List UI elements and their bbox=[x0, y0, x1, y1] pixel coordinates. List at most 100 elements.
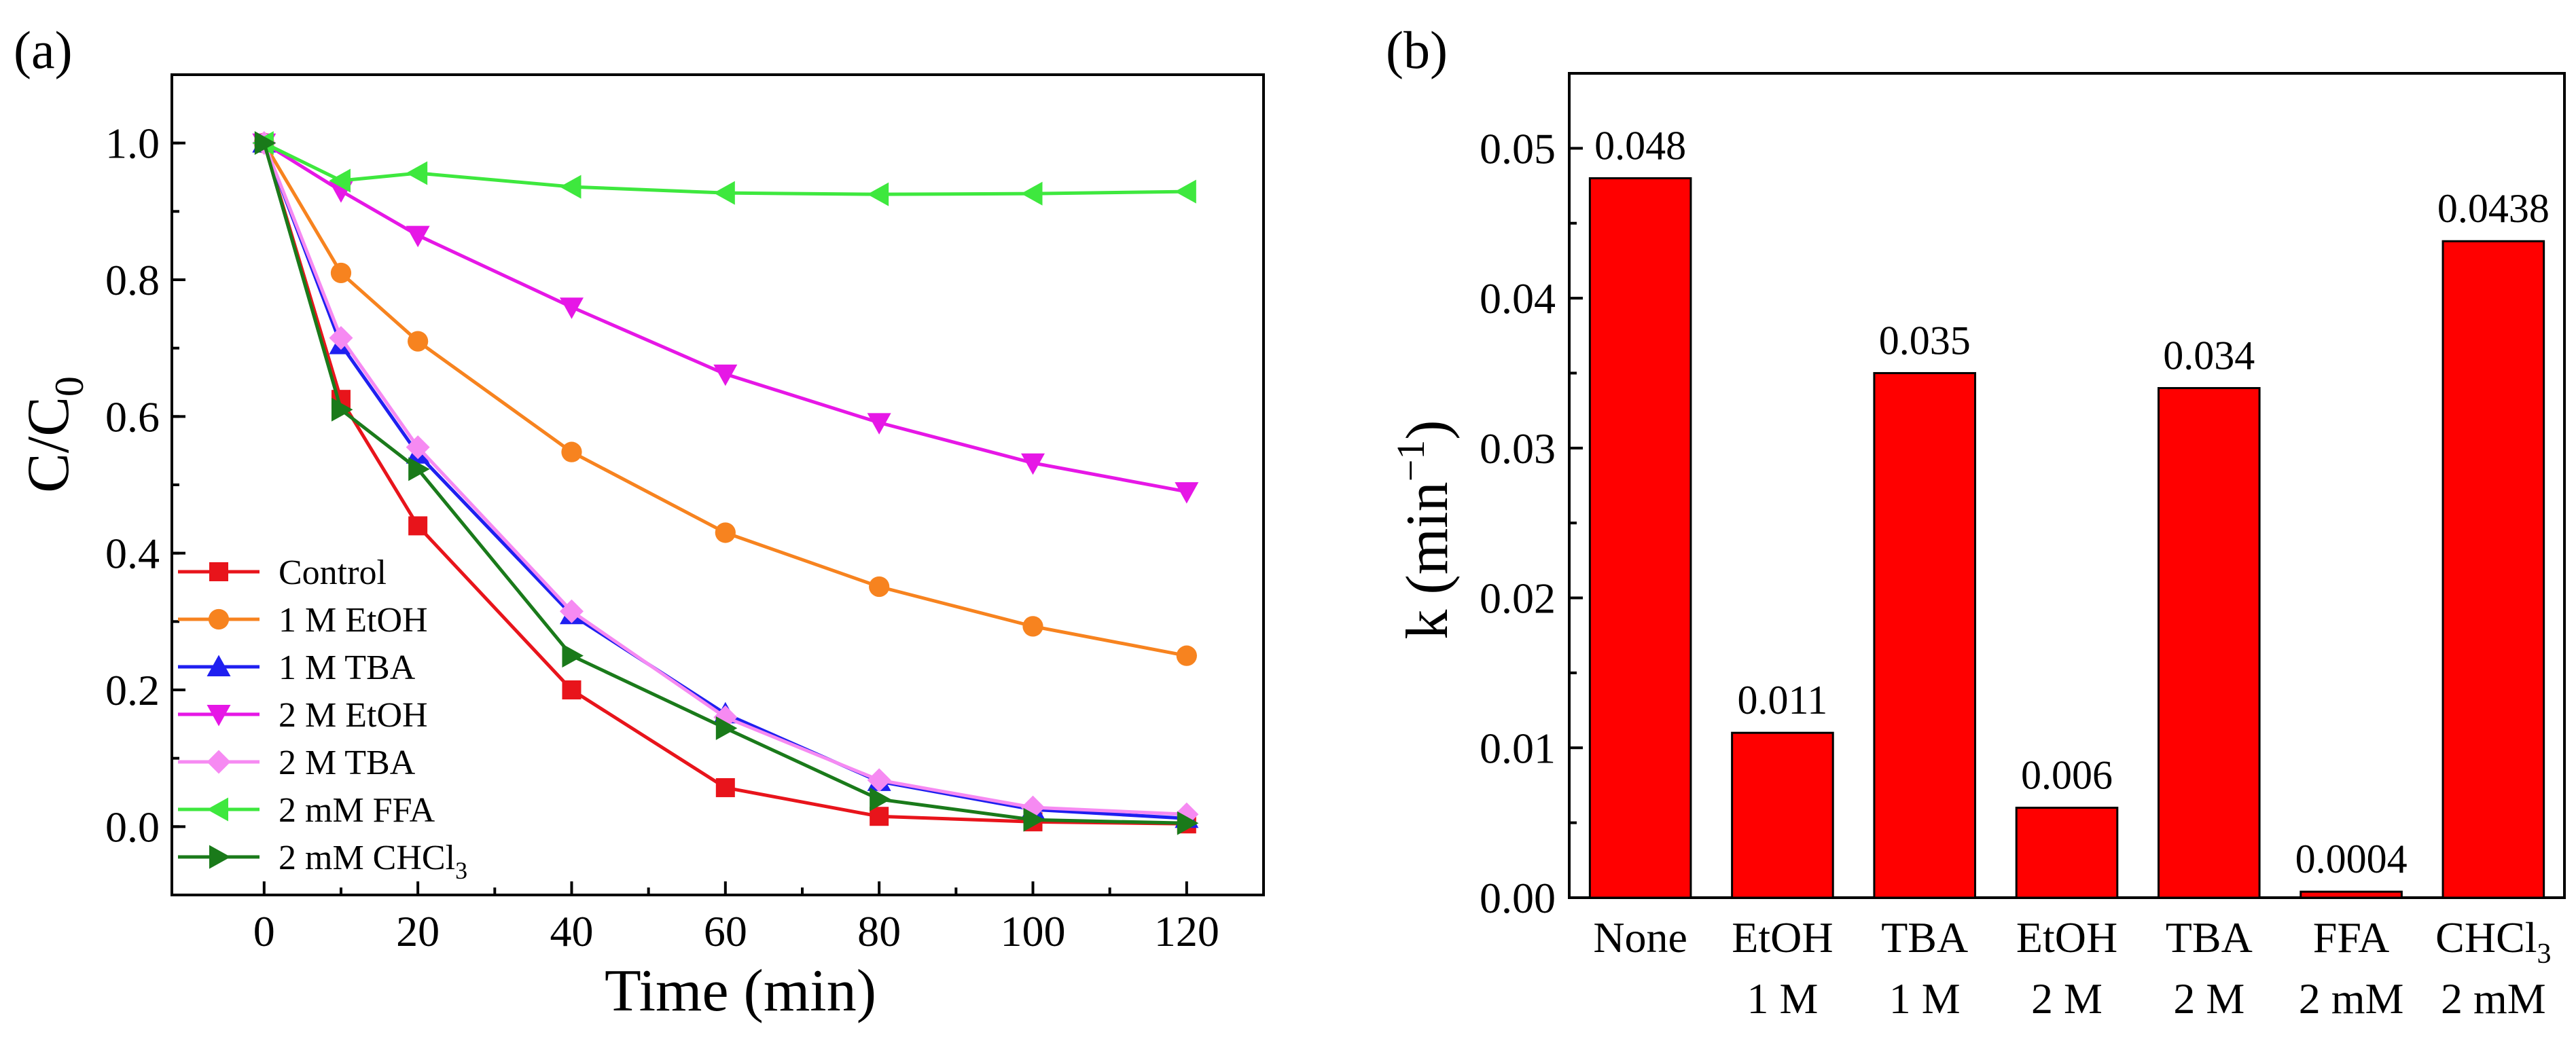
legend-label-text: 2 M TBA bbox=[279, 744, 416, 782]
series-3-point bbox=[713, 364, 738, 386]
series-1-point bbox=[869, 576, 890, 598]
series-5-point bbox=[559, 175, 582, 199]
panel-b-y-tick-label: 0.04 bbox=[1480, 274, 1556, 323]
series-6-point bbox=[1177, 811, 1199, 835]
series-5-point bbox=[329, 168, 351, 193]
bar-value-label-4: 0.034 bbox=[2163, 333, 2255, 378]
series-6-point bbox=[408, 457, 430, 481]
x-category-label-3: EtOH bbox=[2016, 913, 2117, 962]
panel-a-x-tick-label: 0 bbox=[253, 907, 275, 955]
panel-a-y-tick-label: 0.0 bbox=[105, 803, 160, 851]
legend-marker-2 bbox=[207, 655, 231, 676]
series-1-point bbox=[715, 522, 736, 543]
x-category-sublabel-3: 2 M bbox=[2031, 974, 2103, 1023]
panel-a-x-axis-title: Time (min) bbox=[605, 958, 876, 1024]
x-category-label-text: EtOH bbox=[2016, 913, 2117, 962]
legend-label-text: 2 M EtOH bbox=[279, 696, 428, 735]
series-5-point bbox=[1175, 179, 1196, 204]
bar-value-label-3: 0.006 bbox=[2021, 753, 2113, 798]
panel-b-y-tick-label: 0.03 bbox=[1480, 424, 1556, 473]
panel-a-x-tick-label: 80 bbox=[857, 907, 901, 955]
panel-a-x-tick-label: 100 bbox=[1000, 907, 1065, 955]
series-4-point bbox=[406, 435, 430, 460]
bar-value-label-2: 0.035 bbox=[1879, 318, 1971, 363]
series-1-point bbox=[561, 441, 582, 462]
series-0-point bbox=[715, 777, 735, 797]
series-6-point bbox=[562, 644, 584, 668]
bar-6 bbox=[2441, 240, 2545, 899]
series-3-point bbox=[867, 413, 891, 435]
panel-b-y-tick-label: 0.01 bbox=[1480, 724, 1556, 772]
bar-5 bbox=[2300, 890, 2403, 899]
panel-a-x-tick-label: 20 bbox=[396, 907, 440, 955]
legend-label-text: 1 M EtOH bbox=[279, 601, 428, 640]
legend-label-text: 2 mM FFA bbox=[279, 791, 435, 830]
legend-label-0: Control bbox=[279, 553, 387, 592]
series-0-point bbox=[562, 680, 582, 699]
series-6-point bbox=[1023, 807, 1045, 832]
panel-a-series bbox=[252, 131, 1199, 835]
legend-label-1: 1 M EtOH bbox=[279, 601, 428, 640]
panel-a-y-tick-label: 0.2 bbox=[105, 666, 160, 714]
x-category-sublabel-5: 2 mM bbox=[2299, 974, 2404, 1023]
series-4-point bbox=[559, 599, 584, 623]
x-category-label-0: None bbox=[1593, 913, 1687, 962]
series-1-point bbox=[408, 331, 429, 352]
bar-1 bbox=[1731, 731, 1834, 899]
legend-label-4: 2 M TBA bbox=[279, 744, 416, 782]
panel-a-y-tick-label: 0.8 bbox=[105, 256, 160, 304]
panel-b-y-tick-label: 0.02 bbox=[1480, 574, 1556, 623]
panel-b-y-axis-title-main: k (min bbox=[1395, 481, 1461, 639]
x-category-sublabel-1: 1 M bbox=[1747, 974, 1818, 1023]
x-category-label-6: CHCl3 bbox=[2435, 913, 2551, 970]
panel-a-x-tick-label: 40 bbox=[550, 907, 593, 955]
series-line-1 bbox=[262, 142, 1187, 658]
legend-label-3: 2 M EtOH bbox=[279, 696, 428, 735]
series-6-point bbox=[870, 787, 891, 811]
bar-2 bbox=[1873, 371, 1977, 899]
bar-value-label-5: 0.0004 bbox=[2295, 837, 2408, 881]
series-3-point bbox=[1175, 482, 1199, 504]
series-5-point bbox=[1020, 181, 1043, 206]
panel-a-axes: 0 20 40 60 80 100 120 0.0 0.2 0.4 0.6 0.8 1.0 bbox=[105, 73, 1265, 955]
panel-b: (b) 0.000.010.020.030.040.05 0.048None0.… bbox=[1386, 20, 2566, 1023]
x-category-sublabel-2: 1 M bbox=[1889, 974, 1961, 1023]
series-line-6 bbox=[262, 142, 1187, 825]
x-category-label-text: None bbox=[1593, 913, 1687, 962]
bar-value-label-0: 0.048 bbox=[1594, 124, 1686, 168]
panel-b-y-tick-label: 0.00 bbox=[1480, 874, 1556, 922]
panel-a: (a) 0 20 40 60 80 100 120 0.0 0.2 0.4 0.6 0.8 1.0 Co… bbox=[14, 20, 1265, 1024]
panel-a-x-tick-label: 60 bbox=[704, 907, 747, 955]
panel-b-bars: 0.048 None 0.011 EtOH 1 M 0.035 TBA 1 M 0.006 EtO… bbox=[1588, 124, 2552, 1023]
series-6-point bbox=[254, 131, 276, 155]
panel-a-y-axis-title-main: C/C bbox=[16, 397, 82, 493]
x-category-label-subscript: 3 bbox=[2537, 938, 2552, 970]
series-0-point bbox=[408, 516, 428, 536]
series-line-3 bbox=[263, 141, 1187, 494]
panel-b-y-axis-title-end: ) bbox=[1395, 420, 1461, 439]
series-3-point bbox=[559, 297, 584, 319]
panel-a-y-tick-label: 0.4 bbox=[105, 530, 160, 578]
legend-marker-4 bbox=[207, 750, 231, 774]
bar-value-label-1: 0.011 bbox=[1738, 678, 1828, 722]
series-6-point bbox=[331, 397, 353, 422]
legend-label-text: Control bbox=[279, 553, 387, 592]
legend-marker-1 bbox=[208, 608, 230, 630]
x-category-label-4: TBA bbox=[2166, 913, 2253, 962]
panel-a-y-tick-label: 1.0 bbox=[105, 120, 160, 168]
bar-4 bbox=[2157, 387, 2261, 899]
x-category-label-text: FFA bbox=[2313, 913, 2390, 962]
series-line-4 bbox=[262, 142, 1187, 816]
legend-marker-6 bbox=[209, 845, 231, 869]
panel-b-y-tick-label: 0.05 bbox=[1480, 124, 1556, 172]
series-5-point bbox=[406, 161, 428, 185]
series-1-point bbox=[1176, 645, 1197, 666]
series-4-point bbox=[329, 326, 353, 350]
x-category-label-text: TBA bbox=[2166, 913, 2253, 962]
panel-a-label: (a) bbox=[14, 20, 73, 79]
legend-label-2: 1 M TBA bbox=[279, 648, 416, 687]
panel-b-y-axis-title-sup: −1 bbox=[1389, 440, 1433, 482]
legend-label-5: 2 mM FFA bbox=[279, 791, 435, 830]
panel-a-y-tick-label: 0.6 bbox=[105, 392, 160, 441]
